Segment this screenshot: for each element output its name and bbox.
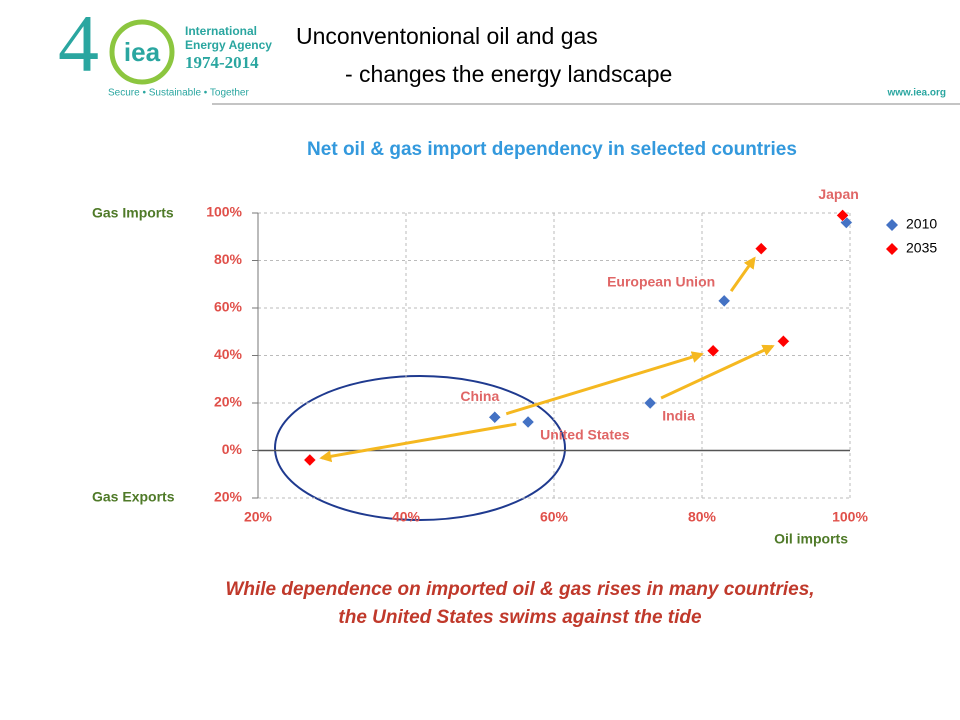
slide-heading: - changes the energy landscape [345, 61, 672, 87]
point [706, 344, 720, 358]
plot: 20% 0% 20% 40% 60% 80% 100% 20% 40% 60% 80% 100% Chi… [206, 186, 937, 525]
x-tick-label: 60% [540, 509, 569, 525]
point [488, 410, 502, 424]
point-label: Japan [818, 186, 858, 202]
logo-ring [109, 19, 175, 85]
logo-years: 1974-2014 [185, 53, 259, 72]
y-tick-label: 40% [214, 346, 243, 362]
point-label: European Union [607, 274, 715, 290]
point [836, 209, 849, 222]
x-label: Oil imports [774, 531, 848, 547]
logo-name: Energy Agency [185, 38, 272, 52]
x-tick-label: 40% [392, 509, 421, 525]
point [521, 415, 535, 429]
change-arrow [319, 422, 517, 463]
x-tick-label: 80% [688, 509, 717, 525]
slide-heading: Unconventonional oil and gas [296, 23, 598, 49]
logo-motto: Secure • Sustainable • Together [108, 88, 249, 99]
point-label: India [662, 408, 695, 424]
point [777, 334, 790, 348]
highlight-ellipse [274, 375, 566, 521]
y-tick-label: 20% [214, 394, 243, 410]
change-arrow [660, 344, 775, 400]
point [303, 453, 317, 467]
y-tick-label: 60% [214, 299, 243, 315]
y-label-top: Gas Imports [92, 205, 174, 221]
logo-number: 4 [58, 0, 99, 89]
url: www.iea.org [886, 88, 946, 99]
x-tick-label: 20% [244, 509, 273, 525]
logo-mark: iea [124, 37, 161, 67]
change-arrow [729, 256, 756, 292]
logo-name: International [185, 24, 257, 38]
legend-label: 2035 [906, 240, 937, 256]
y-tick-label: 100% [206, 204, 242, 220]
legend-marker [886, 243, 898, 255]
change-arrow [505, 351, 704, 416]
chart-title: Net oil & gas import dependency in selec… [307, 139, 797, 160]
caption: While dependence on imported oil & gas r… [225, 579, 814, 600]
y-tick-label: 20% [214, 489, 243, 505]
y-tick-label: 80% [214, 251, 243, 267]
point [717, 294, 731, 308]
y-tick-label: 0% [222, 441, 243, 457]
caption: the United States swims against the tide [338, 607, 702, 628]
point [754, 242, 768, 255]
legend-marker [886, 219, 898, 231]
point-label: United States [540, 427, 630, 443]
legend-label: 2010 [906, 216, 937, 232]
point [643, 396, 657, 410]
x-tick-label: 100% [832, 509, 868, 525]
point-label: China [460, 388, 499, 404]
y-label-bottom: Gas Exports [92, 489, 175, 505]
